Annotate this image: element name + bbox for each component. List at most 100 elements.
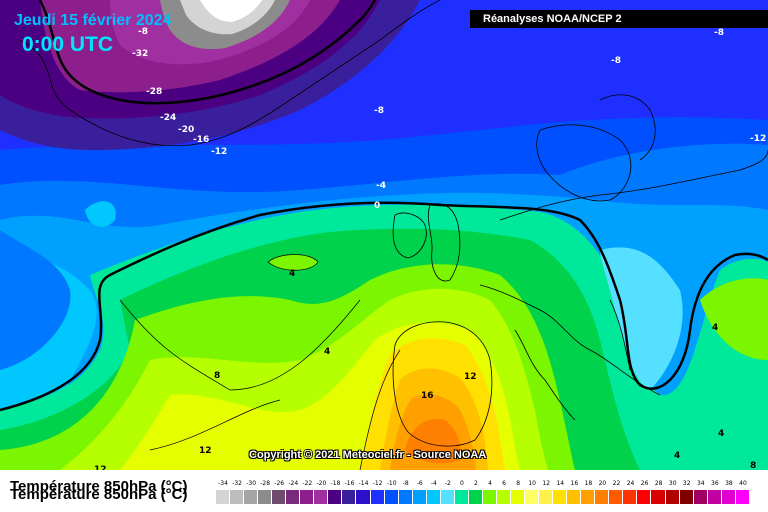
legend-title: Température 850hPa (°C) [10, 478, 188, 495]
legend-swatch [496, 490, 511, 504]
legend-swatch [679, 490, 694, 504]
legend-swatch [300, 490, 315, 504]
legend-swatch [665, 490, 680, 504]
legend-swatch [567, 490, 582, 504]
legend-tick-label: 24 [626, 480, 635, 487]
legend-tick-label: 32 [682, 480, 691, 487]
legend-swatch [468, 490, 483, 504]
isotherm-label: -4 [376, 181, 386, 191]
legend-tick-label: -32 [232, 480, 242, 487]
isotherm-label: -16 [193, 135, 209, 145]
legend-swatch [426, 490, 441, 504]
isotherm-label: 12 [199, 446, 212, 456]
legend-swatch [510, 490, 526, 504]
legend-tick-label: 34 [696, 480, 705, 487]
legend-swatch [539, 490, 554, 504]
isotherm-label-group: -8 -32 -28 -24 -20 -16 -12 -8 -8 -8 -12 … [94, 27, 766, 470]
legend-ticks: -34 -32 -30 -28 -26 -24 -22 -20 -18 -16 -14 -12 -10-… [216, 480, 750, 490]
legend-swatch [314, 490, 329, 504]
legend-swatch [525, 490, 540, 504]
legend-swatch [707, 490, 722, 504]
legend-swatch [735, 490, 750, 504]
legend-swatch [440, 490, 455, 504]
legend-tick-label: 14 [556, 480, 565, 487]
legend-tick-label: -4 [430, 480, 437, 487]
legend-swatch [595, 490, 610, 504]
legend-swatch [651, 490, 666, 504]
legend-tick-label: 0 [459, 480, 464, 487]
temperature-map: -8 -32 -28 -24 -20 -16 -12 -8 -8 -8 -12 … [0, 0, 768, 470]
legend-tick-label: 8 [516, 480, 521, 487]
legend-tick-label: 40 [739, 480, 747, 487]
legend-tick-label: 36 [711, 480, 719, 487]
zone-atlantic-blob [268, 254, 318, 271]
isotherm-label: 16 [421, 391, 434, 401]
legend-tick-label: 4 [488, 480, 492, 487]
legend-title-shadow: Température 850hPa (°C) [10, 486, 188, 503]
legend-tick-label: -18 [330, 480, 341, 487]
date-title: Jeudi 15 février 2024 [14, 12, 172, 29]
legend-swatch [693, 490, 708, 504]
legend-tick-label: -8 [402, 480, 409, 487]
isotherms-thin [119, 254, 401, 470]
legend-swatch [482, 490, 497, 504]
legend-tick-label: -14 [358, 480, 369, 487]
isotherm-label: -12 [750, 134, 766, 144]
isotherm-label: 4 [674, 451, 680, 461]
coastlines [19, 0, 768, 447]
copyright-label: Copyright © 2021 Meteociel.fr - Source N… [249, 449, 487, 461]
legend-tick-label: -16 [344, 480, 355, 487]
zone-east-warm [700, 278, 768, 360]
legend-swatch [230, 490, 245, 504]
zone-west-cold [0, 230, 71, 370]
zone-plus18 [405, 418, 461, 464]
isotherm-label: 4 [289, 269, 295, 279]
legend-swatch [553, 490, 568, 504]
legend-swatch [258, 490, 273, 504]
zone-minus34 [200, 0, 262, 22]
legend-swatch [356, 490, 371, 504]
isotherm-label: 4 [712, 323, 718, 333]
zone-atlantic-cyan [85, 201, 116, 227]
legend-tick-label: -12 [372, 480, 383, 487]
legend-tick-label: 28 [654, 480, 663, 487]
map-canvas: -8 -32 -28 -24 -20 -16 -12 -8 -8 -8 -12 … [0, 0, 768, 470]
legend-swatch [384, 490, 399, 504]
isotherm-label: -8 [714, 28, 724, 38]
isotherm-label: 4 [324, 347, 330, 357]
legend-tick-label: 30 [668, 480, 677, 487]
isotherm-label: 0 [374, 201, 380, 211]
legend-swatch [272, 490, 287, 504]
legend-tick-label: 2 [474, 480, 478, 487]
legend-tick-label: -20 [316, 480, 327, 487]
legend-swatch [454, 490, 469, 504]
isotherm-label: -20 [178, 125, 194, 135]
legend-tick-label: 22 [612, 480, 621, 487]
legend-tick-label: 38 [725, 480, 733, 487]
legend-tick-label: 6 [502, 480, 506, 487]
isotherm-label: 12 [464, 372, 477, 382]
isotherm-label: 12 [94, 465, 107, 470]
isotherm-label: -8 [374, 106, 384, 116]
legend-tick-label: 26 [640, 480, 649, 487]
time-title: 0:00 UTC [22, 33, 114, 56]
isotherm-label: 8 [750, 461, 756, 470]
legend-tick-label: 12 [542, 480, 551, 487]
isotherm-label: -32 [132, 49, 148, 59]
legend-swatch [398, 490, 413, 504]
legend-swatch [328, 490, 343, 504]
legend-color-scale [216, 490, 750, 504]
legend-tick-label: 20 [598, 480, 607, 487]
legend-swatch [216, 490, 231, 504]
legend-tick-label: -28 [260, 480, 271, 487]
isotherm-label: -8 [611, 56, 621, 66]
legend-tick-label: -24 [288, 480, 299, 487]
legend-swatch [244, 490, 259, 504]
zone-central-europe [600, 247, 683, 390]
source-label: Réanalyses NOAA/NCEP 2 [470, 10, 768, 28]
legend-swatch [581, 490, 596, 504]
isotherm-label: 4 [718, 429, 724, 439]
legend-swatch [609, 490, 624, 504]
legend-swatch [721, 490, 736, 504]
legend-tick-label: -26 [274, 480, 285, 487]
